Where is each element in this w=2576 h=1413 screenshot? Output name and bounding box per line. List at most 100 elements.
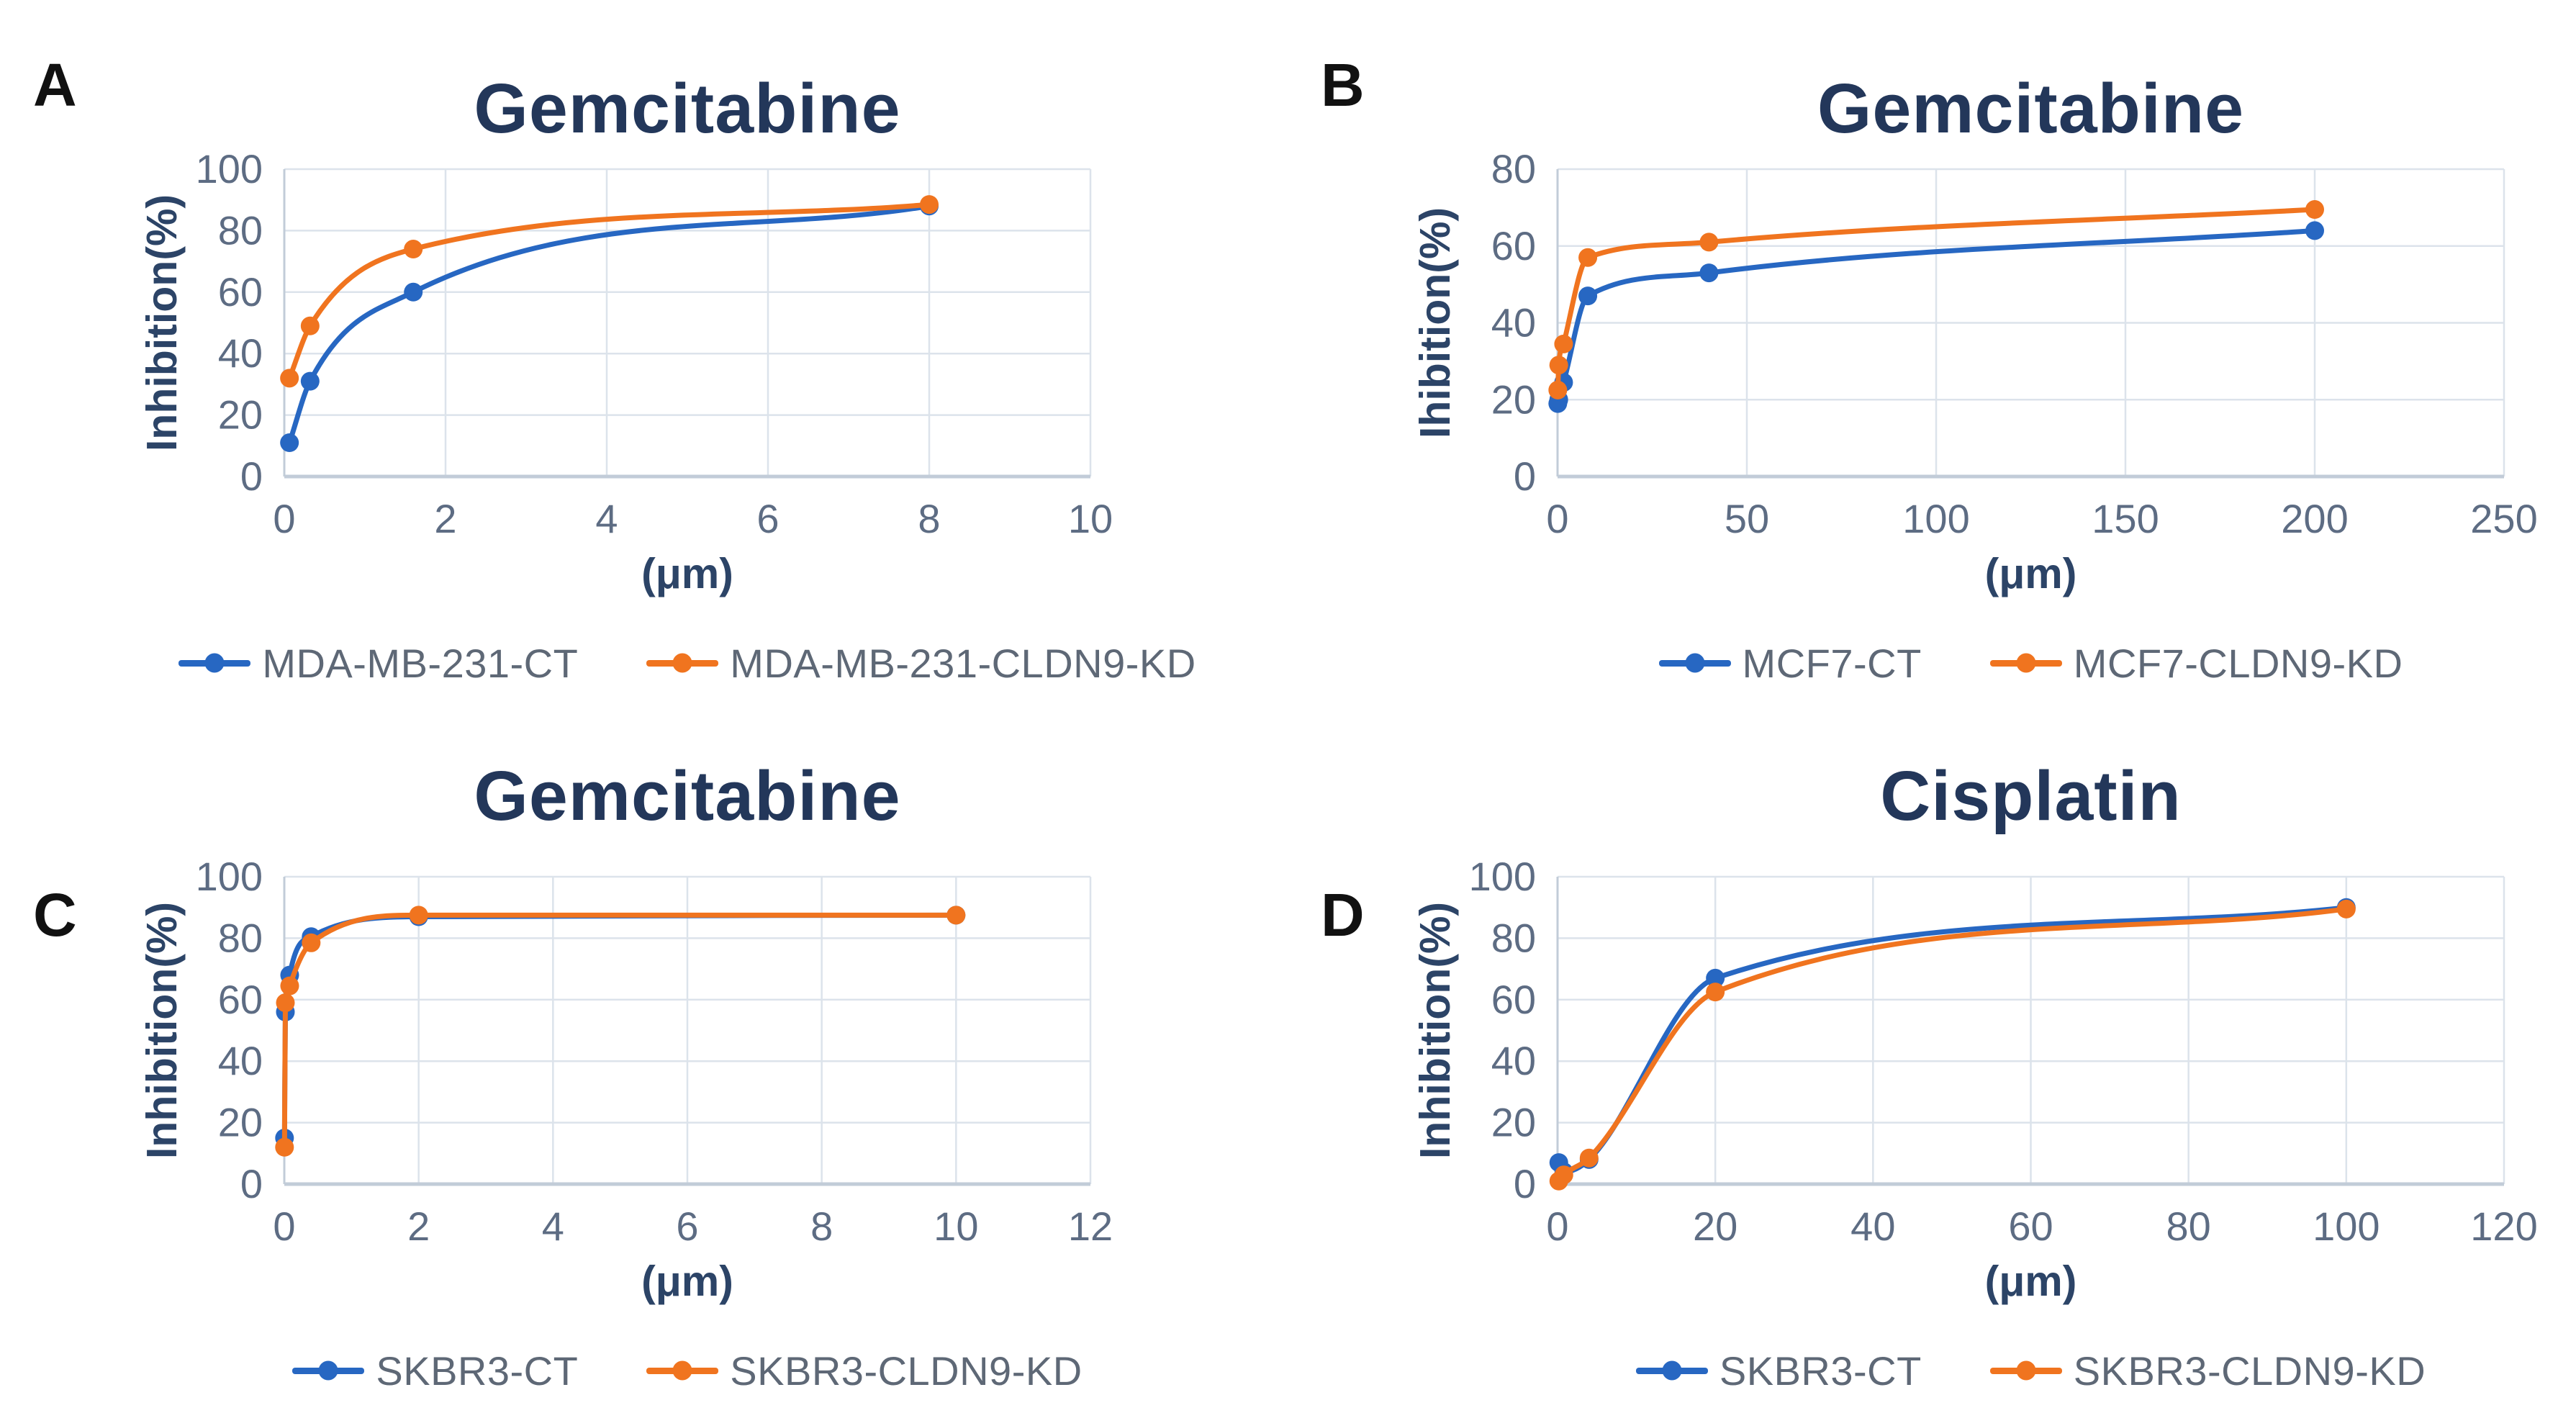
x-tick-label: 4: [595, 496, 618, 541]
legend-marker-line: [1635, 1360, 1708, 1381]
y-axis-label: Inhibition(%): [138, 194, 186, 451]
legend-label: SKBR3-CT: [1719, 1347, 1922, 1394]
y-tick-label: 40: [218, 1038, 263, 1083]
data-point-marker: [1706, 968, 1725, 988]
chart-canvas-a: 0 20 40 60 80 100 0 2 4 6 8 10 Inhibition(%) (μm): [138, 146, 1113, 597]
y-tick-label: 60: [1491, 223, 1536, 268]
data-point-marker: [1548, 380, 1568, 399]
legend-item: SKBR3-CLDN9-KD: [646, 1347, 1082, 1394]
chart-title: Gemcitabine: [1817, 69, 2245, 148]
x-axis-label: (μm): [641, 1258, 733, 1305]
chart-grid-and-series: 0 20 40 60 80 100 0 2 4 6 8 10 12: [196, 854, 1113, 1249]
data-point-marker: [2305, 221, 2324, 240]
chart-canvas-d: 0 20 40 60 80 100 0 20 40 60 80 100 120 Inhibition(%…: [1411, 854, 2538, 1305]
data-point-marker: [1579, 1148, 1599, 1168]
panel-a: A Gemcitabine 0 20 40 60 80 100 0 2 4 6 8 10 Inhibi…: [0, 0, 1288, 705]
panel-d: D Cisplatin 0 20 40 60 80 100 0 20 40 60 80 100 120 …: [1288, 708, 2576, 1413]
y-tick-label: 40: [1491, 1038, 1536, 1083]
x-tick-label: 2: [407, 1204, 430, 1249]
data-point-marker: [1706, 983, 1725, 1002]
legend: SKBR3-CT SKBR3-CLDN9-KD: [1558, 1345, 2504, 1396]
chart-grid-and-series: 0 20 40 60 80 100 0 20 40 60 80 100 120: [1469, 854, 2538, 1249]
panel-letter-c: C: [33, 881, 77, 949]
data-point-marker: [1554, 1165, 1573, 1185]
legend-item: SKBR3-CT: [1635, 1347, 1922, 1394]
chart-canvas-b: 0 20 40 60 80 0 50 100 150 200 250 Ihibition(%) (μ…: [1411, 146, 2538, 597]
data-point-marker: [404, 240, 423, 259]
legend-marker-dot: [204, 653, 225, 673]
x-tick-label: 6: [756, 496, 779, 541]
chart-grid-and-series: 0 20 40 60 80 0 50 100 150 200 250: [1491, 146, 2538, 541]
y-tick-label: 40: [1491, 300, 1536, 346]
series-line: [1556, 906, 2349, 1184]
chart-title: Gemcitabine: [474, 69, 901, 148]
legend-item: MDA-MB-231-CLDN9-KD: [646, 640, 1196, 687]
legend-label: SKBR3-CT: [376, 1347, 579, 1394]
legend-label: MDA-MB-231-CT: [262, 640, 579, 686]
legend-marker-dot: [672, 1360, 692, 1381]
y-tick-label: 80: [1491, 915, 1536, 960]
y-tick-label: 20: [218, 1100, 263, 1145]
x-axis-label: (μm): [1985, 550, 2077, 597]
legend-marker-dot: [1685, 653, 1705, 673]
x-tick-label: 80: [2166, 1204, 2211, 1249]
x-tick-label: 200: [2281, 496, 2348, 541]
data-point-marker: [409, 906, 428, 925]
data-point-marker: [1578, 286, 1598, 306]
legend-marker-dot: [318, 1360, 338, 1381]
y-axis-label: Inhibition(%): [1411, 902, 1459, 1159]
x-tick-label: 100: [2313, 1204, 2380, 1249]
data-point-marker: [1554, 334, 1573, 353]
data-point-marker: [302, 933, 321, 952]
x-tick-label: 8: [810, 1204, 833, 1249]
legend-label: MCF7-CLDN9-KD: [2073, 640, 2403, 686]
y-tick-label: 20: [218, 392, 263, 438]
panel-letter-d: D: [1321, 881, 1365, 949]
data-point-marker: [280, 433, 299, 453]
y-tick-label: 0: [1514, 453, 1536, 499]
data-point-marker: [1699, 233, 1719, 252]
legend-item: MCF7-CLDN9-KD: [1989, 640, 2403, 687]
x-tick-label: 4: [542, 1204, 564, 1249]
y-tick-label: 80: [1491, 146, 1536, 191]
series-line: [281, 912, 959, 1150]
x-tick-label: 120: [2470, 1204, 2537, 1249]
legend-item: MCF7-CT: [1658, 640, 1922, 687]
legend-marker-line: [1989, 653, 2062, 673]
x-tick-label: 6: [676, 1204, 698, 1249]
y-tick-label: 80: [218, 207, 263, 253]
data-point-marker: [2305, 200, 2324, 220]
chart-grid-and-series: 0 20 40 60 80 100 0 2 4 6 8 10: [196, 146, 1113, 541]
legend-label: MCF7-CT: [1742, 640, 1922, 686]
legend-marker-dot: [672, 653, 692, 673]
data-point-marker: [920, 195, 939, 215]
data-point-marker: [1578, 248, 1598, 267]
legend-marker-dot: [2016, 1360, 2036, 1381]
x-tick-label: 20: [1693, 1204, 1737, 1249]
x-tick-label: 40: [1850, 1204, 1895, 1249]
data-point-marker: [404, 282, 423, 302]
data-point-marker: [1699, 263, 1719, 283]
data-point-marker: [946, 906, 966, 925]
legend: SKBR3-CT SKBR3-CLDN9-KD: [284, 1345, 1090, 1396]
y-tick-label: 0: [240, 453, 263, 499]
x-axis-label: (μm): [1985, 1258, 2077, 1305]
x-tick-label: 10: [934, 1204, 978, 1249]
legend-label: SKBR3-CLDN9-KD: [730, 1347, 1083, 1394]
y-tick-label: 100: [196, 854, 263, 899]
x-tick-label: 100: [1902, 496, 1969, 541]
y-tick-label: 40: [218, 330, 263, 376]
legend-item: SKBR3-CT: [292, 1347, 578, 1394]
x-tick-label: 250: [2470, 496, 2537, 541]
panel-letter-b: B: [1321, 51, 1365, 119]
x-tick-label: 0: [1546, 1204, 1568, 1249]
y-tick-label: 20: [1491, 376, 1536, 422]
x-tick-label: 2: [434, 496, 456, 541]
data-point-marker: [300, 371, 320, 391]
series-line: [281, 912, 959, 1141]
legend-item: MDA-MB-231-CT: [178, 640, 578, 687]
y-tick-label: 80: [218, 915, 263, 960]
data-point-marker: [280, 369, 299, 388]
panel-c: C Gemcitabine 0 20 40 60 80 100 0 2 4 6 8 10 12 Inhi…: [0, 708, 1288, 1413]
